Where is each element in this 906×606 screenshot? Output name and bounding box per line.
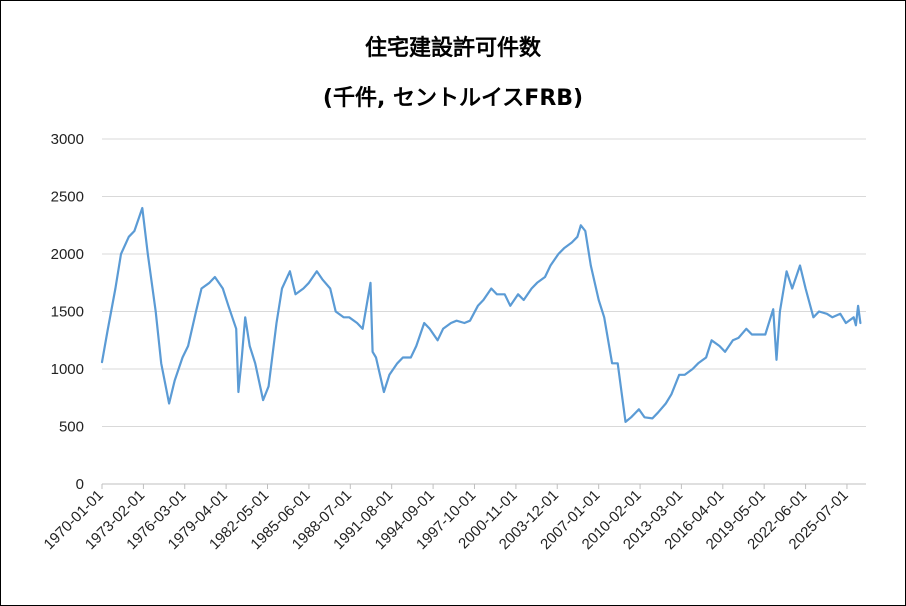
gridlines <box>102 138 866 427</box>
series-layer <box>100 206 862 423</box>
y-tick-label: 2500 <box>51 189 84 206</box>
x-axis <box>101 483 866 489</box>
y-tick-label: 1000 <box>51 361 84 378</box>
y-tick-label: 3000 <box>51 131 84 148</box>
series-line <box>100 206 862 423</box>
chart-subtitle: (千件, セントルイスFRB) <box>322 86 584 111</box>
y-tick-label: 0 <box>76 476 84 493</box>
y-tick-label: 500 <box>59 419 84 436</box>
y-tick-label: 2000 <box>51 246 84 263</box>
y-axis-tick-labels: 0 500 1000 1500 2000 2500 3000 <box>51 131 84 493</box>
x-axis-tick-labels: 1970-01-011973-02-011976-03-011979-04-01… <box>41 487 852 553</box>
y-tick-label: 1500 <box>51 304 84 321</box>
chart-title: 住宅建設許可件数 <box>364 36 541 61</box>
